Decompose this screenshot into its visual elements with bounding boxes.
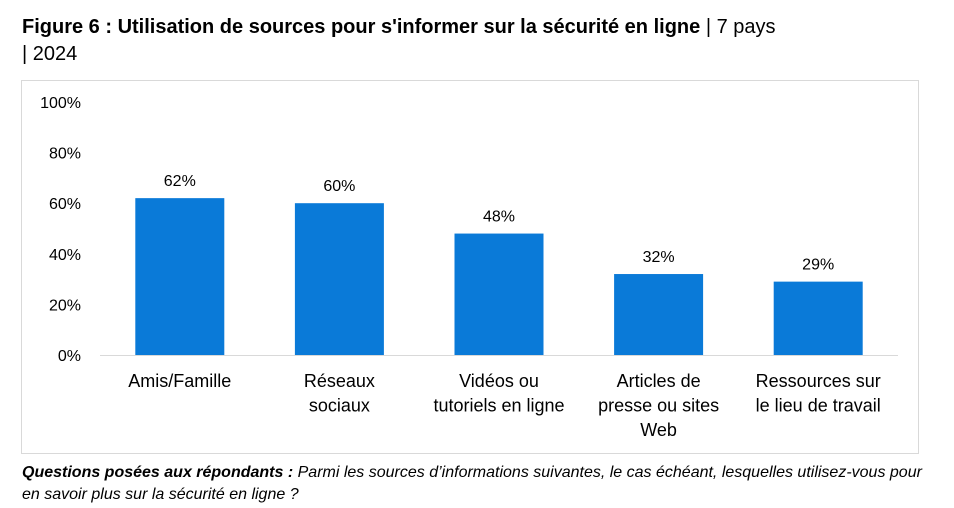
- footnote: Questions posées aux répondants : Parmi …: [22, 462, 942, 506]
- bar: [773, 281, 863, 355]
- x-tick-label: Ressources sur le lieu de travail: [756, 371, 881, 416]
- bar: [454, 233, 544, 355]
- y-tick-label: 60%: [49, 196, 81, 213]
- x-tick-label: Amis/Famille: [128, 371, 231, 391]
- y-tick-label: 40%: [49, 247, 81, 264]
- data-label: 29%: [802, 257, 834, 274]
- data-label: 48%: [483, 209, 515, 226]
- footnote-text: Parmi les sources d’informations suivant…: [22, 464, 922, 503]
- bar: [614, 274, 704, 355]
- title-main: Figure 6 : Utilisation de sources pour s…: [22, 16, 701, 38]
- y-tick-label: 0%: [58, 348, 81, 365]
- data-label: 32%: [643, 249, 675, 266]
- x-tick-label: Articles de presse ou sites Web: [598, 371, 719, 440]
- y-tick-label: 20%: [49, 297, 81, 314]
- x-tick-label: Vidéos ou tutoriels en ligne: [433, 371, 564, 416]
- data-label: 62%: [164, 173, 196, 190]
- footnote-label: Questions posées aux répondants :: [22, 464, 294, 481]
- bar-chart: 0% 20% 40% 60% 80% 100% 62% Amis/Famille 60% Rése…: [40, 95, 898, 440]
- chart-title: Figure 6 : Utilisation de sources pour s…: [22, 14, 922, 68]
- bar: [135, 198, 225, 355]
- data-label: 60%: [323, 178, 355, 195]
- x-tick-label: Réseaux sociaux: [304, 371, 375, 416]
- y-tick-label: 100%: [40, 95, 81, 112]
- title-year: | 2024: [22, 43, 78, 65]
- y-tick-label: 80%: [49, 146, 81, 163]
- title-countries: | 7 pays: [705, 16, 776, 38]
- bar: [294, 203, 384, 355]
